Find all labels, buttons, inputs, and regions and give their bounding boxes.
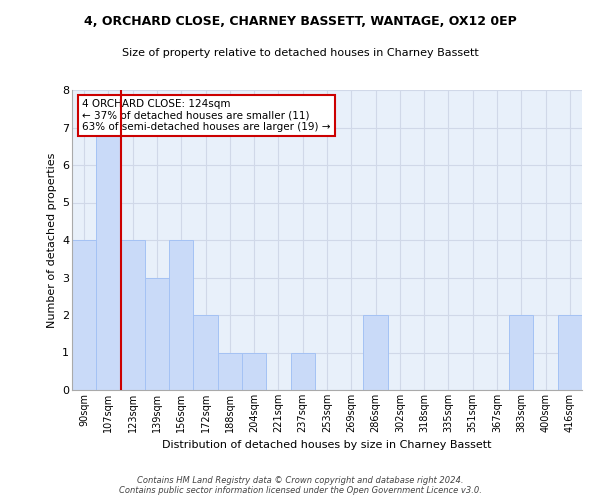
Text: 4 ORCHARD CLOSE: 124sqm
← 37% of detached houses are smaller (11)
63% of semi-de: 4 ORCHARD CLOSE: 124sqm ← 37% of detache… xyxy=(82,99,331,132)
Bar xyxy=(145,278,169,390)
Bar xyxy=(364,315,388,390)
X-axis label: Distribution of detached houses by size in Charney Bassett: Distribution of detached houses by size … xyxy=(162,440,492,450)
Bar xyxy=(558,315,582,390)
Y-axis label: Number of detached properties: Number of detached properties xyxy=(47,152,56,328)
Bar xyxy=(121,240,145,390)
Bar xyxy=(193,315,218,390)
Bar xyxy=(169,240,193,390)
Bar xyxy=(242,352,266,390)
Bar xyxy=(218,352,242,390)
Text: Contains HM Land Registry data © Crown copyright and database right 2024.
Contai: Contains HM Land Registry data © Crown c… xyxy=(119,476,481,495)
Bar xyxy=(290,352,315,390)
Text: 4, ORCHARD CLOSE, CHARNEY BASSETT, WANTAGE, OX12 0EP: 4, ORCHARD CLOSE, CHARNEY BASSETT, WANTA… xyxy=(83,15,517,28)
Bar xyxy=(96,128,121,390)
Text: Size of property relative to detached houses in Charney Bassett: Size of property relative to detached ho… xyxy=(122,48,478,58)
Bar xyxy=(509,315,533,390)
Bar xyxy=(72,240,96,390)
